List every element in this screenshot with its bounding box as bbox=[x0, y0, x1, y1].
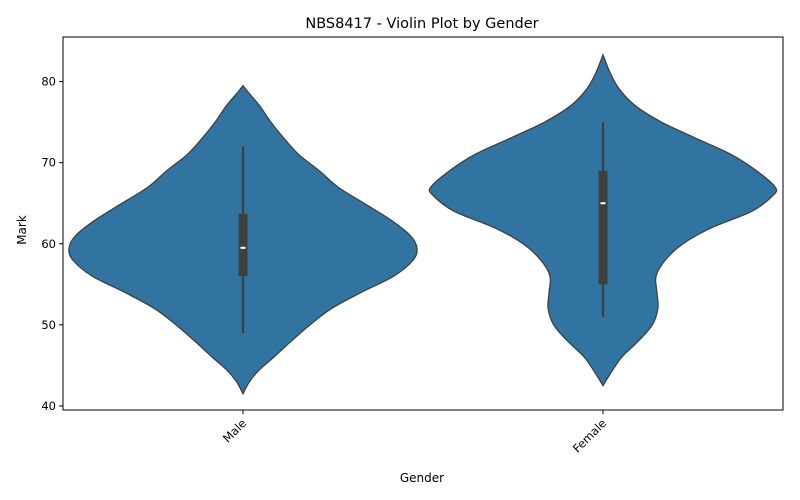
y-tick-label: 70 bbox=[41, 156, 56, 170]
y-tick-label: 50 bbox=[41, 318, 56, 332]
y-tick-label: 40 bbox=[41, 399, 56, 413]
x-axis-label: Gender bbox=[400, 471, 444, 485]
y-tick-label: 60 bbox=[41, 237, 56, 251]
y-tick-label: 80 bbox=[41, 75, 56, 89]
x-tick-label-female: Female bbox=[570, 416, 609, 455]
axes-frame bbox=[62, 36, 784, 411]
y-axis-label: Mark bbox=[15, 215, 29, 245]
iqr-box-female bbox=[598, 170, 608, 285]
iqr-box-male bbox=[238, 213, 248, 277]
plot-area: 40 50 60 70 80 Male Female bbox=[41, 36, 784, 456]
x-tick-label-male: Male bbox=[220, 416, 249, 445]
chart-title: NBS8417 - Violin Plot by Gender bbox=[305, 16, 538, 32]
